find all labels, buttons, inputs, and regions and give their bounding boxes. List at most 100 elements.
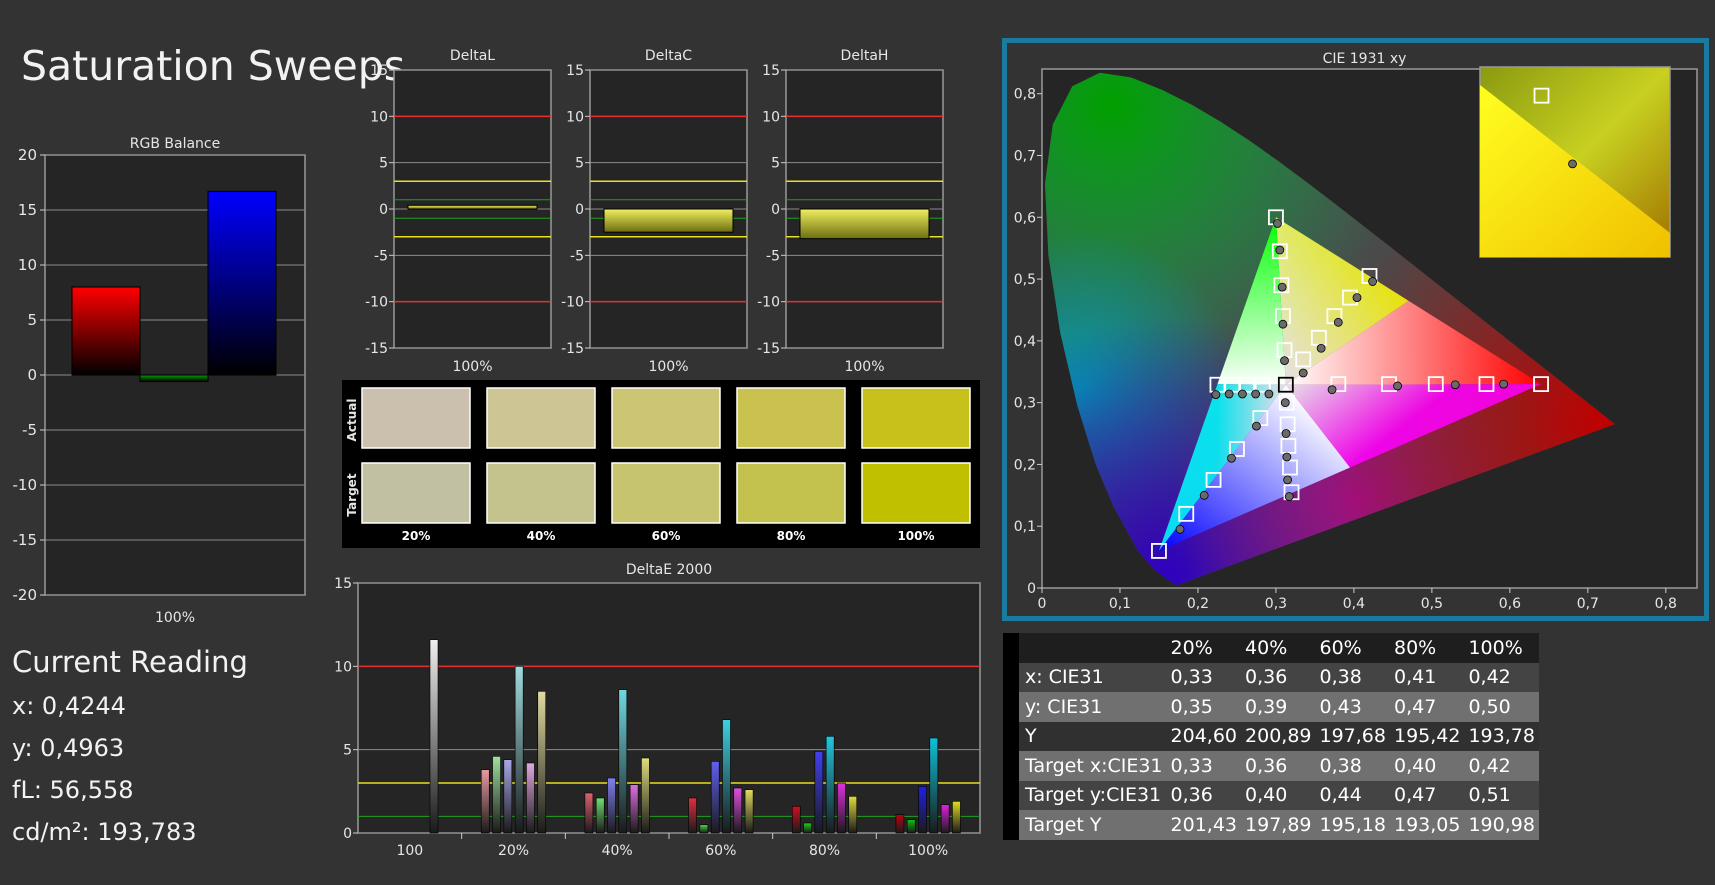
table-cell: 0,39 <box>1241 692 1316 722</box>
measured-point <box>1175 524 1185 534</box>
y-tick-label: -5 <box>766 248 780 264</box>
gamut-wedge <box>1285 384 1542 468</box>
y-tick-label: -10 <box>757 295 780 311</box>
swatch-label: 60% <box>652 529 681 543</box>
y-tick-label: 15 <box>762 63 780 79</box>
x-tick-label: 100% <box>908 843 948 859</box>
y-tick-label: 0,5 <box>1014 272 1036 288</box>
rgb-balance-chart: RGB Balance 20 15 10 5 0 -5 -10 -15 -20 100% <box>13 136 306 626</box>
row-strip <box>1003 780 1019 810</box>
actual-swatch <box>361 387 471 449</box>
chart-title: CIE 1931 xy <box>1323 51 1407 67</box>
target-marker <box>1330 376 1347 393</box>
y-tick-label: 0,7 <box>1014 149 1036 165</box>
deltae-bar <box>929 737 939 834</box>
x-tick-label: 100 <box>396 843 423 859</box>
deltae-bar <box>710 761 720 834</box>
inset-gamut-region <box>1480 85 1670 257</box>
deltae-bar <box>940 804 950 834</box>
inset-target-marker <box>1533 87 1550 104</box>
reading-fl: fL: 56,558 <box>12 776 134 804</box>
swatch-label: 80% <box>777 529 806 543</box>
measured-point <box>1327 385 1337 395</box>
chart-title: RGB Balance <box>130 136 220 152</box>
y-tick-label: 10 <box>370 109 388 125</box>
y-tick-label: 0,2 <box>1014 457 1036 473</box>
reading-cdm2: cd/m²: 193,783 <box>12 818 197 846</box>
row-label: Target x:CIE31 <box>1019 751 1167 781</box>
target-swatch <box>361 462 471 524</box>
table-cell: 0,35 <box>1166 692 1242 722</box>
inset-measured-point <box>1568 159 1577 169</box>
table-cell: 0,33 <box>1166 662 1242 692</box>
table-cell: 0,47 <box>1389 692 1465 722</box>
y-tick-label: 0,6 <box>1014 210 1036 226</box>
deltae-bar <box>733 787 743 834</box>
current-reading-title: Current Reading <box>12 645 248 679</box>
table-cell: 0,43 <box>1315 692 1390 722</box>
row-label: Y <box>1019 721 1167 751</box>
swatch-row-label: Actual <box>345 399 359 442</box>
y-tick-label: -10 <box>365 295 388 311</box>
table-header-cell <box>1019 633 1167 663</box>
target-swatch <box>736 462 846 524</box>
table-cell: 0,38 <box>1315 662 1390 692</box>
measured-point <box>1277 282 1287 292</box>
x-tick-label: 40% <box>602 843 633 859</box>
color-swatch-comparison: Actual Target 20% 40% 60% 80% 100% <box>342 380 980 548</box>
reading-x: x: 0,4244 <box>12 692 126 720</box>
x-tick-label: 20% <box>498 843 529 859</box>
deltae-bar <box>814 751 824 834</box>
table-cell: 0,36 <box>1166 780 1242 810</box>
y-tick-label: 10 <box>566 109 584 125</box>
table-cell: 0,44 <box>1315 780 1390 810</box>
deltae-bar <box>503 759 513 834</box>
table-cell: 0,36 <box>1241 751 1316 781</box>
table-cell: 204,60 <box>1166 721 1242 751</box>
table-cell: 0,51 <box>1464 780 1539 810</box>
y-tick-label: 0 <box>1027 581 1036 597</box>
y-tick-label: 10 <box>762 109 780 125</box>
table-cell: 0,36 <box>1241 662 1316 692</box>
y-tick-label: 0 <box>771 202 780 218</box>
y-tick-label: 15 <box>566 63 584 79</box>
row-label: x: CIE31 <box>1019 662 1167 692</box>
table-cell: 197,89 <box>1241 810 1316 840</box>
table-cell: 197,68 <box>1315 721 1390 751</box>
measured-point <box>1499 379 1509 389</box>
target-marker <box>1229 441 1245 457</box>
target-marker <box>1278 394 1295 411</box>
measured-point <box>1237 389 1247 399</box>
y-tick-label: 0 <box>379 202 388 218</box>
target-marker <box>1277 376 1294 393</box>
y-tick-label: -15 <box>13 531 38 549</box>
x-tick-label: 80% <box>809 843 840 859</box>
deltae-bar <box>906 819 916 834</box>
deltae-bar <box>641 757 650 834</box>
deltae-bar <box>803 822 812 834</box>
table-row: Target y:CIE31 0,36 0,40 0,44 0,47 0,51 <box>1003 780 1539 810</box>
target-swatch <box>486 462 596 524</box>
y-tick-label: -15 <box>757 341 780 357</box>
row-strip <box>1003 810 1019 840</box>
x-tick-label: 0,1 <box>1109 596 1131 612</box>
measured-point <box>1275 245 1285 255</box>
deltae-bar <box>629 784 639 834</box>
y-tick-label: -20 <box>13 586 38 604</box>
target-marker <box>1295 351 1312 368</box>
y-tick-label: -5 <box>22 421 37 439</box>
chart-title: DeltaC <box>645 48 692 64</box>
table-cell: 0,42 <box>1464 751 1539 781</box>
reading-y: y: 0,4963 <box>12 734 125 762</box>
measured-point <box>1252 421 1261 431</box>
table-header-row: 20% 40% 60% 80% 100% <box>1003 633 1539 663</box>
swatch-label: 20% <box>402 529 431 543</box>
target-marker <box>1151 543 1167 559</box>
cie-locus-group <box>1045 72 1615 586</box>
target-marker <box>1178 505 1195 522</box>
measured-point <box>1450 380 1460 390</box>
cie-chart-frame: CIE 1931 xy 0 0,1 0,2 0,3 0,4 0,5 0,6 0,7 0,8 0 0,1… <box>1002 38 1709 621</box>
plot-area <box>357 582 981 834</box>
measured-point <box>1211 390 1221 400</box>
delta-bar <box>603 208 734 233</box>
